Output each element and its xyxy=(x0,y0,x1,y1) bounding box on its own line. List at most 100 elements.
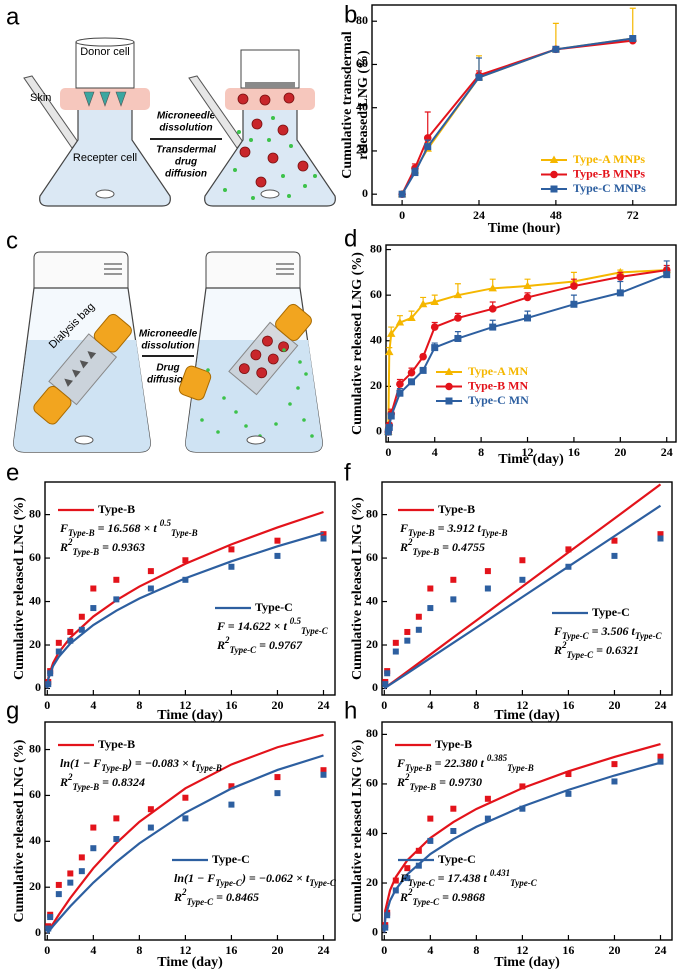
data-point xyxy=(147,585,154,592)
data-point xyxy=(450,805,457,812)
marker xyxy=(411,169,419,177)
equation-part: 2 xyxy=(407,537,413,547)
marker xyxy=(430,323,439,331)
data-point xyxy=(427,605,434,612)
legend-label: Type-B xyxy=(435,737,472,751)
data-point xyxy=(404,875,411,882)
data-point xyxy=(55,639,62,646)
legend-marker xyxy=(550,185,558,193)
y-axis-label: Cumulative released LNG (%) xyxy=(350,739,365,922)
marker xyxy=(408,378,416,386)
data-point xyxy=(182,576,189,583)
data-point xyxy=(274,537,281,544)
data-point xyxy=(320,767,327,774)
particle xyxy=(259,94,271,106)
panel-letter: e xyxy=(6,459,19,486)
equation-part: = 22.380 t xyxy=(432,756,487,770)
legend-label: Type-C xyxy=(255,600,293,614)
x-tick-label: 12 xyxy=(179,698,191,712)
y-axis-label: Cumulative released LNG (%) xyxy=(12,739,27,922)
panel-letter: h xyxy=(344,697,357,724)
clamp xyxy=(93,313,132,353)
data-point xyxy=(657,758,664,765)
marker xyxy=(387,329,396,337)
schematic-c: c Dialysis bag Microneedle dissolution D… xyxy=(6,227,323,453)
data-point xyxy=(450,576,457,583)
stirrer xyxy=(95,189,115,199)
data-point xyxy=(55,648,62,655)
equation-part: = 0.9767 xyxy=(256,638,303,652)
drug-particles xyxy=(237,92,309,188)
equation-part: 2 xyxy=(67,772,73,782)
legend-label: Type-B xyxy=(438,502,475,516)
y-tick-label: 40 xyxy=(356,99,368,113)
data-point xyxy=(382,681,389,688)
data-point xyxy=(427,585,434,592)
y-tick-label: 60 xyxy=(356,56,368,70)
x-tick-label: 72 xyxy=(627,208,639,222)
equation-part: = 0.4755 xyxy=(439,540,485,554)
equation-part: Type-B xyxy=(410,782,437,792)
marker xyxy=(384,428,392,436)
x-tick-label: 16 xyxy=(562,943,574,957)
data-point xyxy=(320,535,327,542)
x-tick-label: 4 xyxy=(432,445,438,459)
y-tick-label: 40 xyxy=(29,593,41,607)
particle xyxy=(262,335,273,347)
clamp xyxy=(33,385,72,425)
marker xyxy=(395,318,405,326)
x-tick-label: 24 xyxy=(317,943,329,957)
equation-part: R xyxy=(173,890,182,904)
marker xyxy=(552,45,560,53)
marker xyxy=(488,283,497,292)
legend-marker xyxy=(549,155,559,163)
equation-part: R xyxy=(396,775,405,789)
x-tick-label: 16 xyxy=(225,943,237,957)
x-tick-label: 4 xyxy=(427,698,433,712)
dot xyxy=(237,130,241,134)
stirrer xyxy=(246,435,266,445)
legend-label: Type-C MNPs xyxy=(573,181,646,195)
data-point xyxy=(113,815,120,822)
data-point xyxy=(392,887,399,894)
particle xyxy=(267,152,279,164)
y-tick-label: 20 xyxy=(366,637,378,651)
particle xyxy=(238,363,250,375)
x-tick-label: 8 xyxy=(136,943,142,957)
dot xyxy=(303,184,307,188)
data-point xyxy=(484,585,491,592)
error-bar xyxy=(629,7,636,39)
dialysis-bag xyxy=(33,313,132,425)
x-tick-label: 0 xyxy=(44,943,50,957)
equation: R2Type-B = 0.8324 xyxy=(59,772,145,792)
particle xyxy=(278,341,289,353)
equation-part: Type-C xyxy=(215,878,243,888)
dot xyxy=(271,116,275,120)
equation: ln(1 − FType-C) = −0.062 × tType-C xyxy=(174,871,337,888)
equation: F = 14.622 × t 0.5Type-C xyxy=(216,616,329,636)
microneedles xyxy=(64,351,97,387)
data-point xyxy=(55,881,62,888)
equation-part: R xyxy=(59,540,68,554)
data-point xyxy=(611,778,618,785)
particle xyxy=(250,349,262,361)
data-point xyxy=(484,568,491,575)
x-tick-label: 0 xyxy=(381,943,387,957)
dot xyxy=(313,174,317,178)
x-tick-label: 0 xyxy=(381,698,387,712)
fit-line xyxy=(383,483,662,690)
jar-lid xyxy=(33,251,129,289)
dot xyxy=(222,396,226,400)
receiver-label: Recepter cell xyxy=(73,152,137,164)
y-axis-label: Cumulative released LNG (%) xyxy=(350,252,365,435)
data-point xyxy=(113,836,120,843)
equation-part: F xyxy=(553,624,562,638)
y-tick-label: 0 xyxy=(35,925,41,939)
equation-part: F xyxy=(399,521,408,535)
data-point xyxy=(90,845,97,852)
data-point xyxy=(78,868,85,875)
y-tick-label: 80 xyxy=(29,506,41,520)
clamp xyxy=(275,303,312,342)
dot xyxy=(288,402,292,406)
